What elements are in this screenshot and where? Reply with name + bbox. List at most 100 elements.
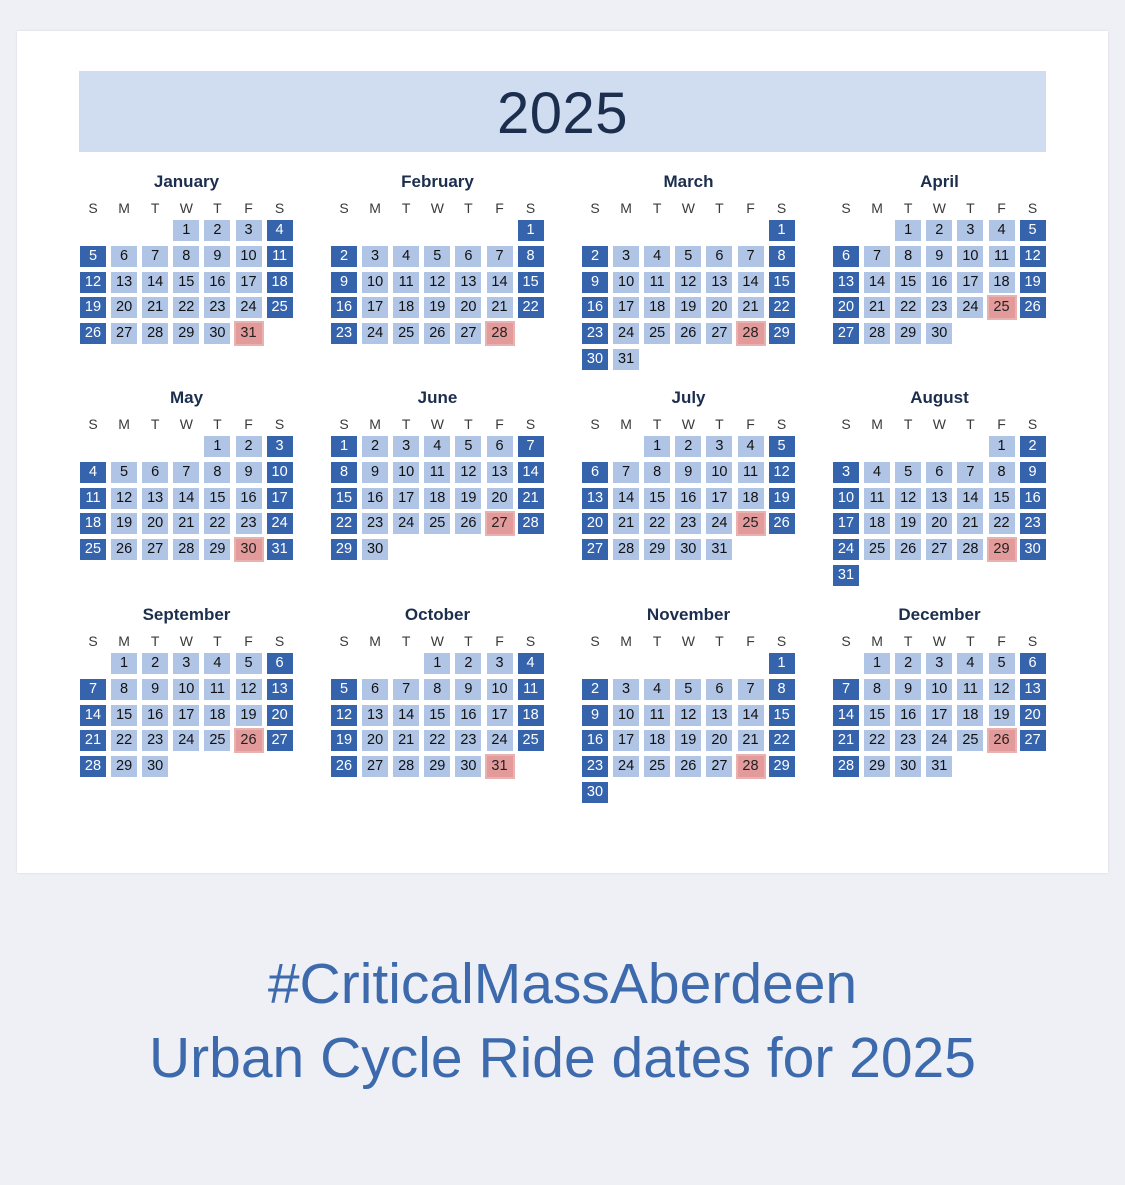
day-cell: 3 [957, 220, 984, 241]
month-name: September [142, 605, 231, 624]
day-cell: 11 [80, 487, 106, 509]
weekday-header: M [620, 633, 632, 649]
day-cell: 8 [895, 245, 922, 267]
day-cell: 16 [895, 704, 922, 726]
day-cell: 16 [582, 730, 608, 752]
day-cell: 16 [142, 704, 169, 726]
day-cell: 14 [957, 487, 984, 509]
ride-date-cell: 26 [986, 728, 1017, 754]
weekday-header: W [179, 416, 193, 432]
weekday-header: S [88, 633, 98, 649]
day-cell: 21 [486, 297, 513, 319]
day-cell: 12 [895, 487, 922, 509]
day-cell: 20 [486, 487, 513, 509]
day-cell: 18 [424, 487, 451, 509]
day-cell: 8 [517, 245, 544, 267]
day-cell: 15 [644, 487, 671, 509]
day-cell: 14 [393, 704, 420, 726]
day-cell: 13 [926, 487, 953, 509]
day-cell: 10 [235, 245, 262, 267]
day-cell: 14 [486, 271, 513, 293]
day-cell: 30 [1019, 539, 1046, 561]
day-cell: 7 [517, 436, 544, 457]
day-cell: 7 [173, 461, 200, 483]
day-cell: 16 [926, 271, 953, 293]
day-cell: 13 [1019, 678, 1046, 700]
day-cell: 3 [486, 653, 513, 674]
weekday-header: S [590, 633, 600, 649]
year-title: 2025 [496, 81, 629, 146]
day-cell: 24 [362, 323, 389, 345]
day-cell: 2 [235, 436, 262, 457]
weekday-header: T [652, 200, 662, 216]
day-cell: 23 [926, 297, 953, 319]
day-cell: 18 [644, 730, 671, 752]
ride-date-cell: 25 [986, 295, 1017, 321]
day-cell: 25 [266, 297, 293, 319]
day-cell: 30 [675, 539, 702, 561]
day-cell: 7 [393, 678, 420, 700]
weekday-header: S [274, 633, 285, 649]
weekday-header: M [871, 200, 883, 216]
day-cell: 26 [111, 539, 138, 561]
day-cell: 13 [266, 678, 293, 700]
day-cell: 14 [864, 271, 891, 293]
day-cell: 11 [988, 245, 1015, 267]
day-cell: 26 [768, 513, 795, 535]
day-cell: 17 [613, 297, 640, 319]
day-cell: 23 [675, 513, 702, 535]
day-cell: 11 [266, 245, 293, 267]
weekday-header: W [179, 633, 193, 649]
ride-date-cell: 28 [735, 321, 766, 347]
day-cell: 30 [455, 756, 482, 778]
day-cell: 15 [988, 487, 1015, 509]
day-cell: 30 [142, 756, 169, 778]
day-cell: 1 [424, 653, 451, 674]
day-cell: 28 [833, 756, 859, 778]
day-cell: 2 [1019, 436, 1046, 457]
weekday-header: W [681, 416, 695, 432]
day-cell: 15 [204, 487, 231, 509]
day-cell: 24 [957, 297, 984, 319]
day-cell: 17 [613, 730, 640, 752]
weekday-header: T [213, 200, 222, 216]
day-cell: 27 [926, 539, 953, 561]
day-cell: 10 [613, 704, 640, 726]
day-cell: 6 [582, 461, 608, 483]
day-cell: 2 [362, 436, 389, 457]
day-cell: 9 [582, 271, 608, 293]
day-cell: 1 [517, 220, 544, 241]
day-cell: 18 [737, 487, 764, 509]
day-cell: 10 [926, 678, 953, 700]
day-cell: 19 [80, 297, 106, 319]
weekday-header: S [590, 416, 600, 432]
weekday-header: M [369, 416, 381, 432]
day-cell: 27 [1019, 730, 1046, 752]
day-cell: 22 [204, 513, 231, 535]
day-cell: 14 [142, 271, 169, 293]
day-cell: 7 [486, 245, 513, 267]
day-cell: 30 [582, 349, 608, 370]
day-cell: 7 [737, 245, 764, 267]
day-cell: 29 [768, 756, 795, 778]
day-cell: 23 [895, 730, 922, 752]
weekday-header: T [715, 416, 724, 432]
day-cell: 4 [517, 653, 544, 674]
day-cell: 19 [675, 730, 702, 752]
day-cell: 4 [957, 653, 984, 674]
month-name: November [646, 605, 731, 624]
weekday-header: S [274, 200, 285, 216]
day-cell: 8 [204, 461, 231, 483]
day-cell: 28 [173, 539, 200, 561]
day-cell: 22 [111, 730, 138, 752]
day-cell: 28 [864, 323, 891, 345]
day-cell: 1 [331, 436, 357, 457]
day-cell: 20 [706, 297, 733, 319]
day-cell: 11 [957, 678, 984, 700]
day-cell: 3 [613, 678, 640, 700]
weekday-header: W [932, 633, 946, 649]
day-cell: 26 [80, 323, 106, 345]
day-cell: 12 [331, 704, 357, 726]
day-cell: 22 [768, 730, 795, 752]
month-november: November S M T W T F S 1 2 3 4 5 6 7 8 9 10 11 12 13 14 15 16 17… [580, 605, 797, 805]
